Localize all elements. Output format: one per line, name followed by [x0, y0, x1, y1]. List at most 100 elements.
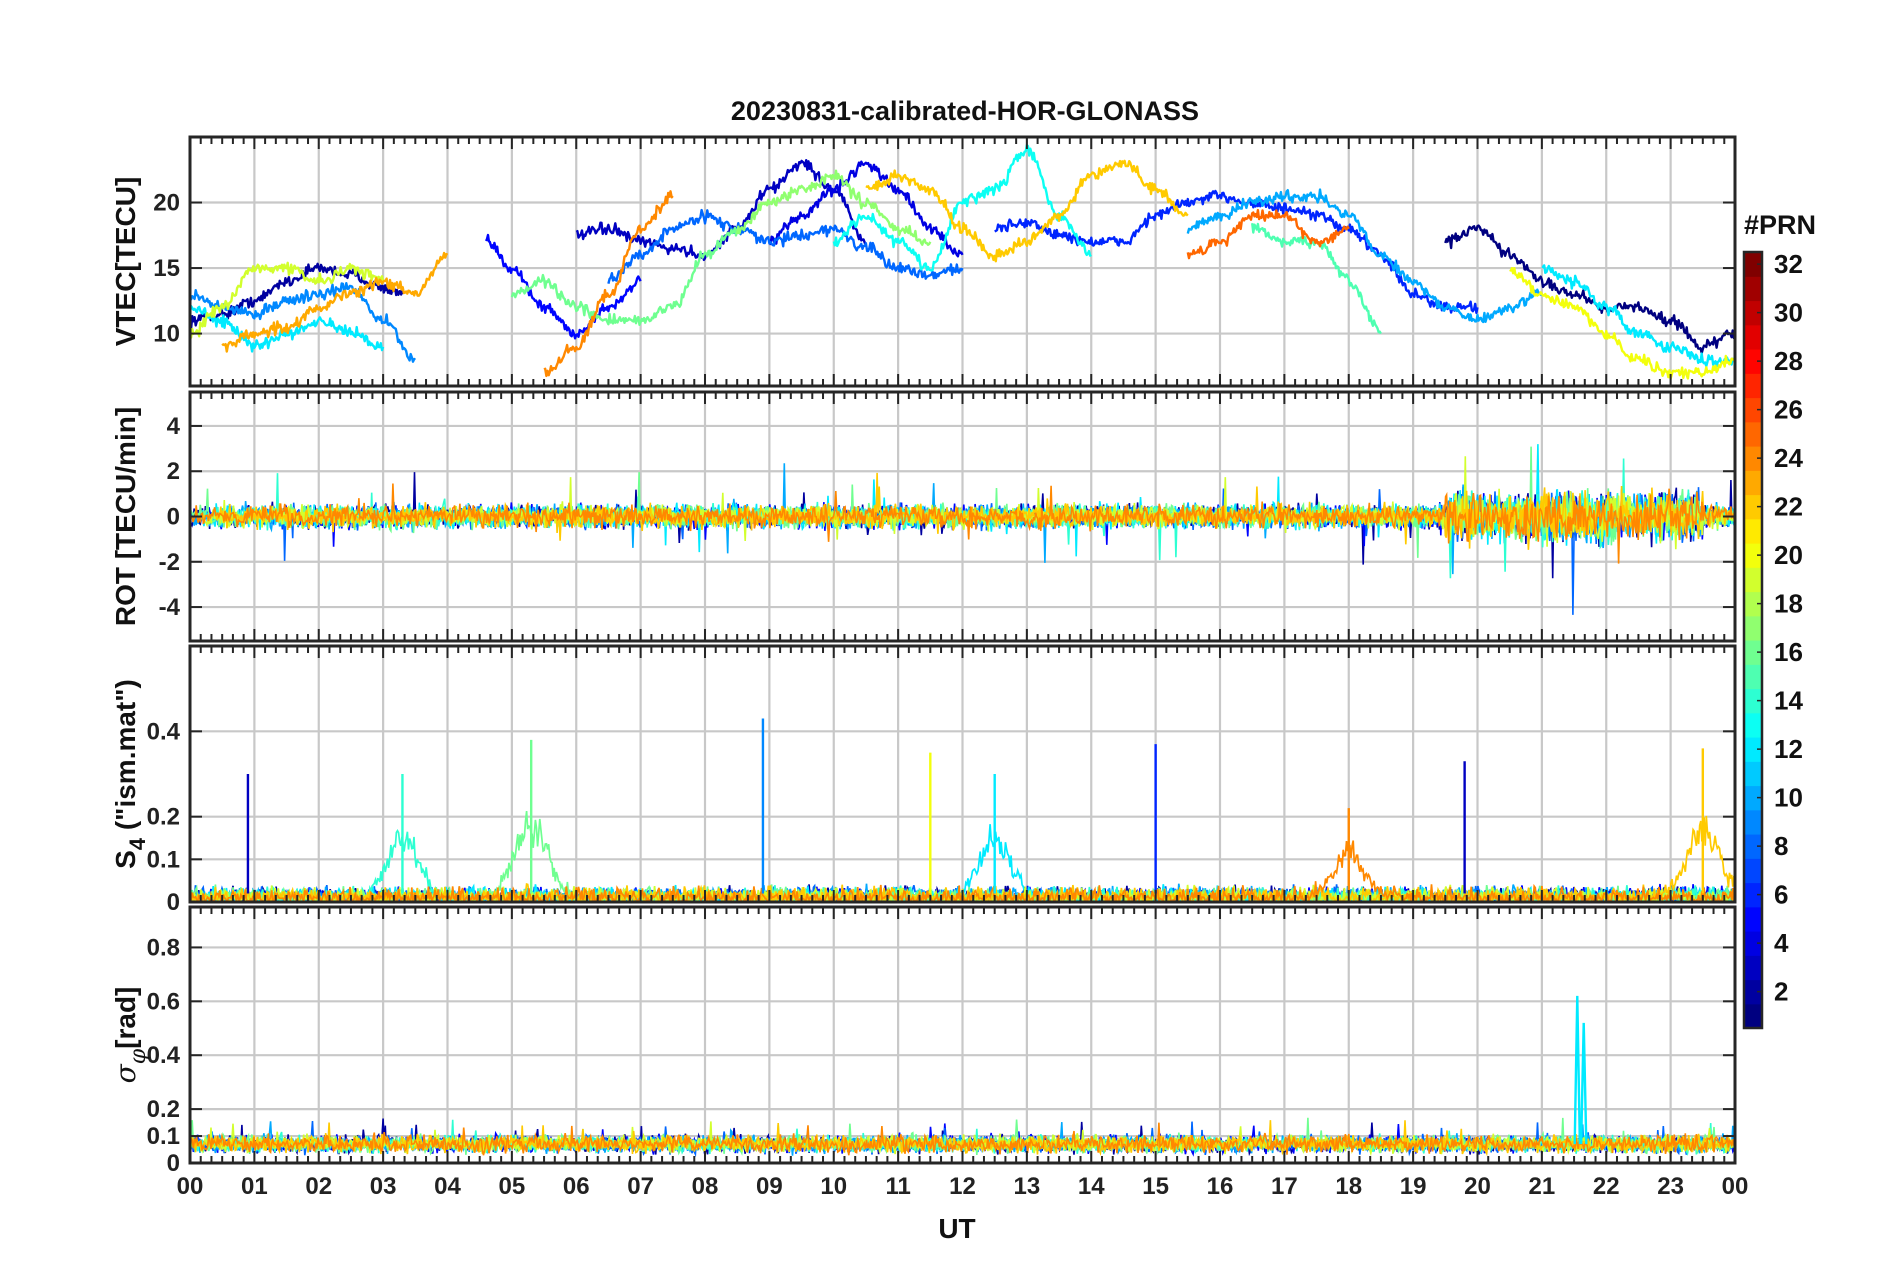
- colorbar-bin: [1744, 640, 1762, 665]
- colorbar-bin: [1744, 809, 1762, 835]
- plot-area: [190, 444, 1735, 615]
- y-tick-label: -4: [159, 594, 181, 621]
- y-tick-label: 0: [167, 504, 180, 531]
- colorbar-bin: [1744, 955, 1762, 981]
- colorbar-tick-label: 4: [1774, 928, 1789, 958]
- x-tick-label: 16: [1207, 1173, 1234, 1200]
- colorbar-tick-label: 26: [1774, 395, 1803, 425]
- x-tick-label: 17: [1271, 1173, 1298, 1200]
- series-line-prn-8: [607, 208, 964, 284]
- series-line-prn-4: [769, 160, 964, 258]
- y-tick-label: 0.8: [147, 934, 180, 961]
- colorbar-tick-label: 8: [1774, 831, 1788, 861]
- panel-frame: [188, 644, 1737, 904]
- y-tick-label: 0.4: [147, 718, 181, 745]
- series-line-prn-1: [1444, 224, 1735, 355]
- x-axis: 00 01 02 03 04 05 06 07 08 09 10 11 12 13 14 15 16 17 18 19…: [177, 1173, 1749, 1200]
- x-tick-label: 14: [1078, 1173, 1105, 1200]
- y-tick-label: -2: [159, 549, 180, 576]
- series-line-prn-17: [736, 169, 932, 247]
- x-tick-label: 21: [1529, 1173, 1556, 1200]
- series-line-prn-22: [865, 159, 1189, 263]
- x-tick-label: 00: [1722, 1173, 1749, 1200]
- x-tick-label: 07: [627, 1173, 654, 1200]
- y-tick-label: 4: [167, 413, 181, 440]
- colorbar-bin: [1744, 979, 1762, 1005]
- x-tick-label: 04: [434, 1173, 461, 1200]
- colorbar-bin: [1744, 324, 1762, 350]
- y-axis-label-sigma_phi: σφ[rad]: [109, 987, 151, 1084]
- panel-frame: [188, 905, 1737, 1165]
- y-tick-label: 0.2: [147, 1096, 180, 1123]
- colorbar-bin: [1744, 567, 1762, 593]
- colorbar-label: #PRN: [1744, 210, 1816, 240]
- colorbar-bin: [1744, 615, 1762, 641]
- colorbar-bin: [1744, 737, 1762, 762]
- colorbar-tick-label: 24: [1774, 443, 1803, 473]
- y-tick-label: 2: [167, 458, 180, 485]
- y-tick-label: 15: [153, 255, 180, 282]
- x-tick-label: 03: [370, 1173, 397, 1200]
- y-tick-label: 0.4: [147, 1042, 181, 1069]
- colorbar-tick-label: 6: [1774, 880, 1788, 910]
- colorbar-bin: [1744, 882, 1762, 908]
- colorbar-bin: [1744, 494, 1762, 520]
- y-tick-label: 0: [167, 889, 180, 916]
- colorbar-bin: [1744, 761, 1762, 787]
- colorbar-bin: [1744, 252, 1762, 277]
- x-tick-label: 06: [563, 1173, 590, 1200]
- series-line-prn-25: [1186, 208, 1350, 260]
- colorbar-tick-label: 20: [1774, 540, 1803, 570]
- panel-vtec: 10 15 20 VTEC[TECU]: [110, 135, 1737, 388]
- x-tick-label: 09: [756, 1173, 783, 1200]
- x-tick-label: 00: [177, 1173, 204, 1200]
- series-line-prn-6: [994, 189, 1479, 315]
- y-tick-label: 0.1: [147, 846, 180, 873]
- y-tick-label: 0.6: [147, 988, 180, 1015]
- colorbar-tick-label: 22: [1774, 492, 1803, 522]
- x-axis-label: UT: [938, 1213, 975, 1244]
- series-line-prn-24: [190, 483, 1735, 564]
- series-line-prn-23: [221, 251, 449, 353]
- series-line-prn-5: [485, 233, 642, 340]
- colorbar-tick-label: 14: [1774, 686, 1803, 716]
- panel-rot: -4 -2 0 2 4 ROT [TECU/min]: [110, 390, 1737, 643]
- colorbar-tick-label: 12: [1774, 734, 1803, 764]
- colorbar-bin: [1744, 397, 1762, 423]
- series-line-prn-10: [1186, 188, 1543, 324]
- series-line-prn-24: [543, 190, 674, 378]
- x-tick-label: 18: [1335, 1173, 1362, 1200]
- panel-frame: [188, 390, 1737, 643]
- colorbar-bin: [1744, 470, 1762, 496]
- x-tick-label: 19: [1400, 1173, 1427, 1200]
- x-tick-label: 22: [1593, 1173, 1620, 1200]
- colorbar-bin: [1744, 834, 1762, 859]
- colorbar-tick-label: 32: [1774, 249, 1803, 279]
- colorbar-bin: [1744, 276, 1762, 302]
- y-tick-label: 20: [153, 190, 180, 217]
- y-tick-label: 0.2: [147, 804, 180, 831]
- colorbar-frame: [1742, 250, 1764, 1030]
- colorbar-tick-label: 2: [1774, 977, 1788, 1007]
- series-line-prn-16: [510, 226, 739, 326]
- x-tick-label: 12: [949, 1173, 976, 1200]
- colorbar-bin: [1744, 421, 1762, 447]
- series-line-prn-12: [1541, 264, 1735, 368]
- colorbar-bin: [1744, 858, 1762, 884]
- x-tick-label: 13: [1014, 1173, 1041, 1200]
- colorbar-bin: [1744, 591, 1762, 617]
- panel-sigma_phi: 00.10.2 0.4 0.6 0.8 σφ[rad]: [109, 905, 1737, 1177]
- colorbar-bin: [1744, 931, 1762, 956]
- colorbar-tick-label: 10: [1774, 783, 1803, 813]
- x-tick-label: 10: [820, 1173, 847, 1200]
- series-line-prn-13: [832, 143, 1092, 272]
- plot-area: [190, 143, 1735, 380]
- colorbar-bin: [1744, 712, 1762, 738]
- spike-mark-prn-12: [1579, 1022, 1588, 1145]
- colorbar-bin: [1744, 446, 1762, 471]
- chart-title: 20230831-calibrated-HOR-GLONASS: [731, 96, 1199, 126]
- spike-mark-prn-12: [1573, 995, 1582, 1145]
- x-tick-label: 23: [1657, 1173, 1684, 1200]
- colorbar-bin: [1744, 349, 1762, 374]
